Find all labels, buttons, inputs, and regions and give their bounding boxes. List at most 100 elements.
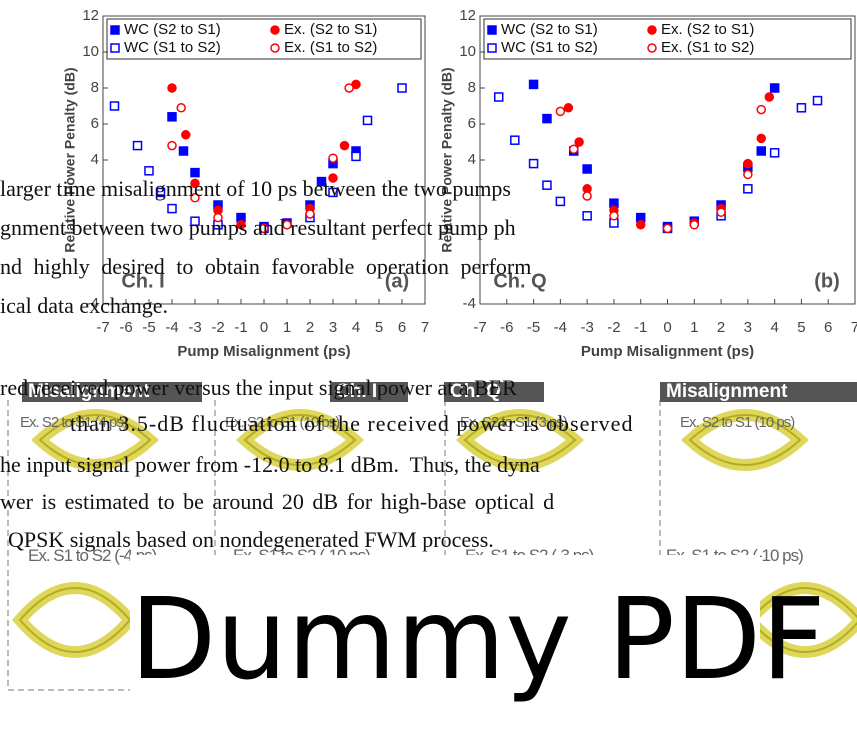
y-tick-label: 12 xyxy=(82,7,99,24)
data-point xyxy=(328,153,338,163)
x-tick-label: -4 xyxy=(554,319,567,336)
y-tick-label: 6 xyxy=(91,115,99,132)
data-point xyxy=(555,106,566,117)
data-point xyxy=(743,158,753,169)
x-tick-label: 4 xyxy=(770,319,778,336)
x-tick-label: 1 xyxy=(283,319,291,336)
data-point xyxy=(582,191,592,201)
y-axis-label: Relative Power Penalty (dB) xyxy=(62,67,78,252)
data-point xyxy=(181,130,191,140)
panel-label: (a) xyxy=(385,270,409,292)
data-point xyxy=(270,43,280,53)
x-tick-label: 5 xyxy=(375,319,383,336)
legend-label: WC (S1 to S2) xyxy=(501,39,598,56)
data-point xyxy=(487,43,497,53)
y-tick-label: 8 xyxy=(91,79,99,96)
y-tick-label: 6 xyxy=(468,115,476,132)
eye-diagram xyxy=(12,582,138,658)
data-point xyxy=(555,196,566,207)
eye-diagram-core xyxy=(38,414,152,466)
paragraph-line: red received power versus the input sign… xyxy=(0,375,517,400)
x-tick-label: -6 xyxy=(500,319,513,336)
eye-diagram-core xyxy=(748,587,857,653)
data-point xyxy=(756,133,766,144)
x-tick-label: -5 xyxy=(142,319,155,336)
y-tick-label: 8 xyxy=(468,79,476,96)
eye-label: Ch. I xyxy=(330,382,408,402)
x-tick-label: -3 xyxy=(580,319,593,336)
data-point xyxy=(542,180,552,190)
data-point xyxy=(756,146,766,156)
data-point xyxy=(582,211,592,221)
legend-label: Ex. (S2 to S1) xyxy=(284,21,377,38)
x-tick-label: 7 xyxy=(851,319,857,336)
x-axis-label: Pump Misalignment (ps) xyxy=(581,343,754,360)
x-tick-label: -1 xyxy=(634,319,647,336)
eye-caption: Ex. S2 to S1 (4 ps) xyxy=(20,414,128,431)
paragraph-line: he input signal power from -12.0 to 8.1 … xyxy=(0,452,540,477)
paragraph-line: gnment between two pumps and resultant p… xyxy=(0,215,516,240)
legend-frame xyxy=(483,18,852,60)
x-tick-label: -1 xyxy=(234,319,247,336)
data-point xyxy=(582,164,592,174)
eye-diagram-core xyxy=(463,414,577,466)
data-point xyxy=(397,83,407,93)
data-point xyxy=(190,178,200,189)
paragraph-line: wer is estimated to be around 20 dB for … xyxy=(0,489,555,514)
y-tick-label: -4 xyxy=(463,295,476,312)
data-point xyxy=(328,187,338,198)
data-point xyxy=(569,144,579,154)
eye-diagram-core xyxy=(243,414,357,466)
data-point xyxy=(351,151,361,162)
x-tick-label: 2 xyxy=(306,319,314,336)
x-tick-label: -4 xyxy=(165,319,178,336)
data-point xyxy=(155,187,166,198)
x-tick-label: -2 xyxy=(211,319,224,336)
data-point xyxy=(132,140,143,151)
legend-frame xyxy=(106,18,422,60)
x-tick-label: 0 xyxy=(663,319,671,336)
data-point xyxy=(167,112,177,122)
data-point xyxy=(236,220,246,230)
x-tick-label: 6 xyxy=(398,319,406,336)
eye-caption: Ex. S2 to S1 (3 ps) xyxy=(460,414,568,431)
x-tick-label: -2 xyxy=(607,319,620,336)
y-tick-label: 12 xyxy=(459,7,476,24)
legend-label: Ex. (S2 to S1) xyxy=(661,21,754,38)
data-point xyxy=(167,140,177,151)
data-point xyxy=(743,184,753,194)
data-point xyxy=(563,103,574,113)
x-tick-label: -7 xyxy=(473,319,486,336)
x-tick-label: 3 xyxy=(744,319,752,336)
data-point xyxy=(270,25,280,35)
data-point xyxy=(176,103,186,113)
data-point xyxy=(635,220,646,230)
data-point xyxy=(528,158,539,169)
eye-caption: Ex. S1 to S2 (-4 ps) xyxy=(28,546,157,565)
data-point xyxy=(764,92,775,102)
eye-label: Misalignment xyxy=(660,382,857,402)
data-point xyxy=(796,103,807,113)
y-axis-label: Relative Power Penalty (dB) xyxy=(439,67,455,252)
data-point xyxy=(769,83,780,93)
data-point xyxy=(344,83,354,93)
channel-label: Ch. Q xyxy=(493,270,546,292)
data-point xyxy=(190,167,200,178)
paragraph-line: ical data exchange. xyxy=(0,293,168,318)
x-tick-label: -5 xyxy=(527,319,540,336)
eye-diagram-core xyxy=(688,414,802,466)
legend-label: WC (S2 to S1) xyxy=(124,21,221,38)
paragraph-line: larger time misalignment of 10 ps betwee… xyxy=(0,176,511,201)
x-tick-label: 1 xyxy=(690,319,698,336)
y-tick-label: 4 xyxy=(91,151,99,168)
paragraph-line: than 3.5-dB fluctuation of the received … xyxy=(70,411,634,436)
y-tick-label: 4 xyxy=(468,151,476,168)
data-point xyxy=(647,25,657,35)
data-point xyxy=(178,146,189,156)
data-point xyxy=(167,203,177,214)
data-point xyxy=(662,223,673,234)
legend-label: WC (S1 to S2) xyxy=(124,39,221,56)
data-point xyxy=(609,211,619,221)
x-axis-label: Pump Misalignment (ps) xyxy=(177,343,350,360)
